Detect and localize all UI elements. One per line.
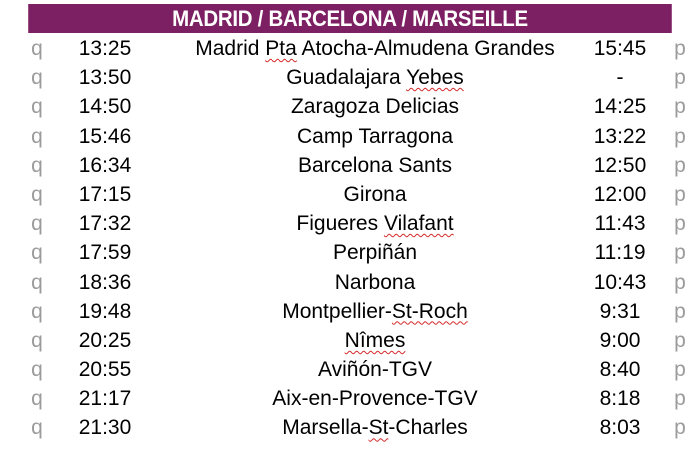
- up-arrow-icon: p: [674, 66, 686, 90]
- departure-time: 20:55: [78, 358, 132, 382]
- spellcheck-word: Yebes: [406, 66, 464, 90]
- down-arrow-icon: q: [31, 66, 43, 90]
- timetable-row: q 13:50 Guadalajara Yebes - p: [0, 63, 700, 92]
- return-time: 9:00: [599, 328, 641, 352]
- station-name: Aix-en-Provence-TGV: [272, 387, 478, 411]
- timetable-row: q 13:25 Madrid Pta Atocha-Almudena Grandes…: [0, 34, 700, 63]
- up-arrow-icon: p: [674, 153, 686, 177]
- departure-time: 13:50: [78, 66, 132, 90]
- timetable-row: q 21:17 Aix-en-Provence-TGV 8:18 p: [0, 384, 700, 413]
- return-time: 12:00: [593, 182, 647, 206]
- departure-time: 17:59: [78, 241, 132, 265]
- timetable-row: q 20:55 Aviñón-TGV 8:40 p: [0, 355, 700, 384]
- down-arrow-icon: q: [31, 153, 43, 177]
- station-name: Figueres Vilafant: [296, 212, 454, 236]
- spellcheck-word: Pta: [265, 37, 297, 60]
- departure-time: 16:34: [78, 153, 132, 177]
- down-arrow-icon: q: [31, 416, 43, 440]
- down-arrow-icon: q: [31, 182, 43, 206]
- departure-time: 19:48: [78, 299, 132, 323]
- return-time: 14:25: [593, 95, 647, 119]
- timetable-row: q 19:48 Montpellier-St-Roch 9:31 p: [0, 297, 700, 326]
- down-arrow-icon: q: [31, 124, 43, 148]
- up-arrow-icon: p: [674, 299, 686, 323]
- station-name: Zaragoza Delicias: [290, 95, 460, 119]
- departure-time: 13:25: [78, 37, 132, 60]
- up-arrow-icon: p: [674, 270, 686, 294]
- down-arrow-icon: q: [31, 212, 43, 236]
- station-name: Montpellier-St-Roch: [282, 299, 468, 323]
- departure-time: 17:32: [78, 212, 132, 236]
- down-arrow-icon: q: [31, 358, 43, 382]
- up-arrow-icon: p: [674, 182, 686, 206]
- timetable-header: MADRID / BARCELONA / MARSEILLE: [28, 4, 672, 33]
- timetable-row: q 16:34 Barcelona Sants 12:50 p: [0, 151, 700, 180]
- down-arrow-icon: q: [31, 328, 43, 352]
- return-time: 11:43: [594, 212, 646, 236]
- station-name: Narbona: [334, 270, 416, 294]
- down-arrow-icon: q: [31, 241, 43, 265]
- station-name: Marsella-St-Charles: [282, 416, 468, 440]
- timetable-row: q 17:15 Girona 12:00 p: [0, 180, 700, 209]
- departure-time: 21:30: [78, 416, 132, 440]
- station-name: Perpiñán: [332, 241, 418, 265]
- up-arrow-icon: p: [674, 358, 686, 382]
- return-time: 8:03: [599, 416, 641, 440]
- return-time: 15:45: [593, 37, 647, 60]
- timetable-row: q 17:59 Perpiñán 11:19 p: [0, 238, 700, 267]
- up-arrow-icon: p: [674, 416, 686, 440]
- return-time: -: [616, 66, 624, 90]
- up-arrow-icon: p: [674, 37, 686, 60]
- station-name: Guadalajara Yebes: [286, 66, 464, 90]
- station-name: Aviñón-TGV: [318, 358, 432, 382]
- return-time: 8:40: [599, 358, 641, 382]
- departure-time: 21:17: [78, 387, 132, 411]
- down-arrow-icon: q: [31, 95, 43, 119]
- station-name: Girona: [343, 182, 407, 206]
- up-arrow-icon: p: [674, 212, 686, 236]
- spellcheck-word: Nîmes: [344, 328, 406, 352]
- timetable-row: q 15:46 Camp Tarragona 13:22 p: [0, 122, 700, 151]
- return-time: 9:31: [599, 299, 641, 323]
- spellcheck-word: St-Roch: [391, 299, 468, 323]
- return-time: 8:18: [599, 387, 641, 411]
- down-arrow-icon: q: [31, 37, 43, 60]
- down-arrow-icon: q: [31, 270, 43, 294]
- spellcheck-word: St: [368, 416, 389, 440]
- return-time: 12:50: [593, 153, 647, 177]
- station-name: Barcelona Sants: [297, 153, 453, 177]
- station-name: Madrid Pta Atocha-Almudena Grandes: [195, 37, 555, 60]
- departure-time: 20:25: [78, 328, 132, 352]
- station-name: Nîmes: [175, 326, 575, 355]
- timetable-row: q 21:30 Marsella-St-Charles 8:03 p: [0, 413, 700, 442]
- down-arrow-icon: q: [31, 299, 43, 323]
- down-arrow-icon: q: [31, 387, 43, 411]
- departure-time: 17:15: [78, 182, 132, 206]
- departure-time: 18:36: [78, 270, 132, 294]
- station-name: Camp Tarragona: [296, 124, 454, 148]
- return-time: 10:43: [593, 270, 647, 294]
- timetable-row: q 14:50 Zaragoza Delicias 14:25 p: [0, 92, 700, 121]
- timetable-row: q 17:32 Figueres Vilafant 11:43 p: [0, 209, 700, 238]
- timetable-rows: q 13:25 Madrid Pta Atocha-Almudena Grandes…: [0, 34, 700, 443]
- return-time: 11:19: [594, 241, 646, 265]
- timetable-row: q 20:25 Nîmes 9:00 p: [0, 326, 700, 355]
- up-arrow-icon: p: [674, 241, 686, 265]
- departure-time: 14:50: [78, 95, 132, 119]
- up-arrow-icon: p: [674, 328, 686, 352]
- up-arrow-icon: p: [674, 124, 686, 148]
- up-arrow-icon: p: [674, 387, 686, 411]
- up-arrow-icon: p: [674, 95, 686, 119]
- departure-time: 15:46: [78, 124, 132, 148]
- return-time: 13:22: [593, 124, 647, 148]
- spellcheck-word: Vilafant: [383, 212, 454, 236]
- timetable-row: q 18:36 Narbona 10:43 p: [0, 268, 700, 297]
